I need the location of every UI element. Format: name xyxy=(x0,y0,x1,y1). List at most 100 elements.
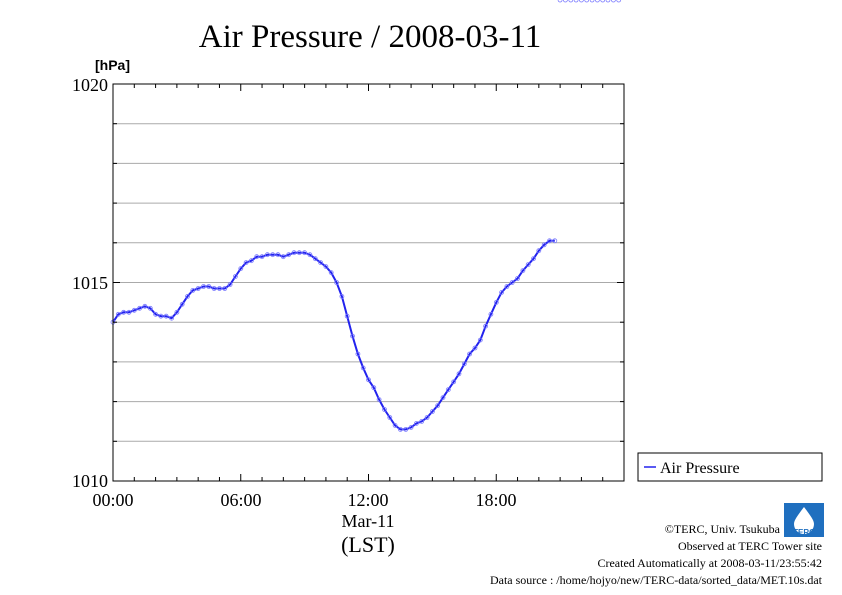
data-point xyxy=(547,238,552,244)
data-point xyxy=(579,0,584,3)
data-point xyxy=(169,315,175,321)
data-point xyxy=(339,293,345,299)
data-point xyxy=(280,254,286,260)
data-point xyxy=(190,287,196,293)
x-date-label: Mar-11 xyxy=(342,511,395,531)
data-point xyxy=(142,303,148,309)
data-point xyxy=(302,250,308,256)
data-point xyxy=(248,258,254,264)
data-point xyxy=(424,415,430,420)
chart-title: Air Pressure / 2008-03-11 xyxy=(199,19,541,55)
data-point xyxy=(355,351,361,357)
credit-created: Created Automatically at 2008-03-11/23:5… xyxy=(597,556,822,570)
data-point xyxy=(158,313,164,319)
x-tick-label-1800: 18:00 xyxy=(475,490,516,510)
legend-box xyxy=(637,452,823,482)
data-point xyxy=(589,0,595,3)
data-point xyxy=(605,0,611,3)
data-point xyxy=(179,301,185,307)
data-point xyxy=(483,323,489,329)
logo-text: TERC xyxy=(793,528,815,537)
data-point xyxy=(616,0,622,3)
data-point xyxy=(291,250,297,256)
data-point xyxy=(509,280,515,285)
data-point xyxy=(360,365,366,371)
data-point xyxy=(371,385,377,391)
data-point xyxy=(429,409,435,414)
data-point xyxy=(344,313,350,319)
data-point xyxy=(387,415,393,420)
y-tick-label-1015: 1015 xyxy=(72,273,108,293)
data-point xyxy=(259,254,265,260)
data-point xyxy=(408,424,414,430)
data-point xyxy=(611,0,616,3)
x-tick-label-0000: 00:00 xyxy=(92,490,133,510)
data-point xyxy=(350,333,355,339)
data-point xyxy=(488,311,494,317)
legend: Air Pressure xyxy=(637,452,823,482)
data-point xyxy=(403,426,409,432)
data-point xyxy=(366,377,371,383)
data-point xyxy=(376,397,382,403)
data-point xyxy=(477,337,483,343)
data-point xyxy=(174,309,180,315)
y-tick-label-1020: 1020 xyxy=(72,75,108,95)
data-point xyxy=(126,309,132,315)
data-point xyxy=(201,284,206,289)
data-point xyxy=(328,270,334,276)
axis-ticks xyxy=(112,83,625,482)
data-point xyxy=(222,286,228,291)
data-point xyxy=(504,284,510,289)
data-point xyxy=(147,305,153,311)
data-point xyxy=(600,0,606,3)
data-point xyxy=(451,379,457,385)
data-point xyxy=(270,252,276,258)
data-point xyxy=(264,252,270,258)
data-point xyxy=(520,268,526,274)
data-point xyxy=(163,313,169,319)
data-point xyxy=(456,371,462,377)
data-point xyxy=(515,276,520,281)
data-point xyxy=(382,407,387,412)
terc-logo: TERC xyxy=(784,503,824,537)
data-point xyxy=(307,252,313,258)
credit-site: Observed at TERC Tower site xyxy=(678,539,822,553)
y-axis-label: [hPa] xyxy=(95,57,130,73)
x-tick-label-1200: 12:00 xyxy=(347,490,388,510)
credit-copyright: ©TERC, Univ. Tsukuba xyxy=(665,522,781,536)
data-point xyxy=(275,252,281,258)
data-point xyxy=(525,262,531,268)
data-point xyxy=(552,238,558,244)
water-drop-icon xyxy=(794,507,814,534)
credit-source: Data source : /home/hojyo/new/TERC-data/… xyxy=(490,573,823,587)
data-point xyxy=(557,0,563,3)
data-point xyxy=(392,422,398,428)
y-tick-label-1010: 1010 xyxy=(72,471,108,491)
data-point xyxy=(185,293,190,299)
data-point xyxy=(195,286,201,291)
data-point xyxy=(445,387,451,393)
data-point xyxy=(137,305,143,311)
data-point xyxy=(323,264,329,270)
data-point xyxy=(419,418,425,424)
data-point xyxy=(397,426,403,432)
data-point xyxy=(115,311,121,317)
data-point xyxy=(413,420,419,426)
data-point xyxy=(153,311,159,317)
series-air-pressure xyxy=(110,0,622,432)
data-point xyxy=(238,266,244,272)
data-point xyxy=(472,345,478,351)
data-point xyxy=(499,289,505,295)
data-point xyxy=(243,260,249,266)
data-point xyxy=(440,395,446,401)
data-point xyxy=(435,403,441,409)
data-point xyxy=(232,274,238,279)
data-point xyxy=(573,0,579,3)
data-point xyxy=(121,309,126,315)
x-axis-label: (LST) xyxy=(341,532,395,557)
data-point xyxy=(318,260,324,266)
data-point xyxy=(286,252,292,258)
data-point xyxy=(312,256,318,262)
data-point xyxy=(568,0,574,3)
